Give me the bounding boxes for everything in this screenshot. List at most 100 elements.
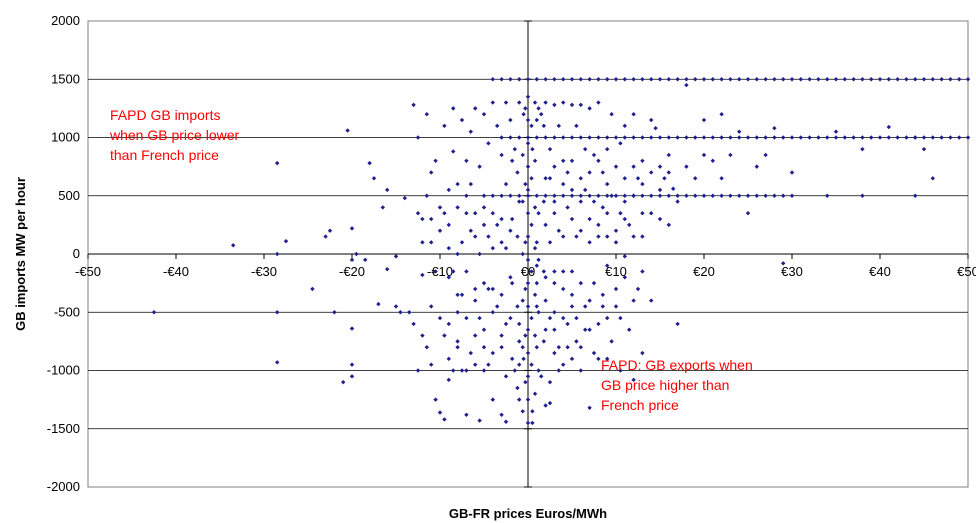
data-point [675,193,680,198]
data-point [596,234,601,239]
data-point [710,193,715,198]
annotation-exports: French price [601,397,679,413]
data-point [525,257,531,263]
data-point [455,345,460,350]
data-point [380,205,385,210]
data-point [547,315,553,321]
data-point [605,135,610,140]
data-point [525,117,531,123]
data-point [591,152,597,158]
data-point [547,146,553,152]
data-point [772,193,777,198]
data-point [869,135,874,140]
data-point [569,193,575,198]
data-point [737,135,742,140]
data-point [530,420,535,426]
data-point [415,135,421,140]
data-point [869,77,874,82]
data-point [772,125,777,131]
data-point [763,193,768,198]
data-point [561,269,566,274]
data-point [349,362,355,367]
data-point [600,292,605,297]
data-point [561,234,566,239]
data-point [530,146,535,152]
data-point [495,222,500,228]
data-point [640,181,645,187]
data-point [455,310,460,315]
data-point [631,135,636,140]
data-point [424,112,429,117]
data-point [534,240,539,245]
data-point [816,135,821,140]
data-point [640,211,645,216]
data-point [509,158,515,163]
data-point [693,193,698,198]
data-point [851,77,856,82]
data-point [609,193,614,198]
data-point [407,310,412,315]
data-point [532,158,538,163]
data-point [363,257,368,263]
data-point [789,193,795,198]
data-point [490,350,495,356]
data-point [618,368,623,373]
data-point [583,187,588,193]
data-point [781,193,786,198]
data-point [631,377,636,383]
data-point [569,158,575,163]
data-point [517,77,522,82]
data-point [587,298,592,303]
data-point [525,193,531,198]
data-point [587,216,592,222]
data-point [569,356,575,362]
data-point [860,146,865,152]
data-point [556,345,561,350]
data-point [275,360,280,365]
data-point [798,77,803,82]
data-point [499,193,504,198]
y-axis-title: GB imports MW per hour [13,177,28,331]
data-point [719,112,724,117]
data-point [957,135,962,140]
data-point [525,327,531,332]
data-point [446,222,451,228]
data-point [605,234,610,239]
data-point [231,243,236,248]
data-point [525,164,531,169]
data-point [596,158,601,163]
data-point [442,417,447,422]
data-point [552,77,557,82]
data-point [490,397,495,402]
data-point [627,222,632,228]
data-point [631,298,636,303]
data-point [605,263,610,268]
annotation-exports: FAPD: GB exports when [601,357,753,373]
data-point [587,405,592,410]
data-point [618,141,623,146]
data-point [385,187,390,193]
data-point [622,176,627,181]
data-point [833,77,839,82]
data-point [613,240,619,245]
data-point [446,275,451,280]
data-point [477,251,482,257]
data-point [640,234,645,239]
data-point [486,141,491,146]
data-point [523,333,528,338]
data-point [508,117,513,123]
data-point [600,170,605,175]
data-point [499,135,504,140]
data-point [429,216,434,222]
data-point [666,152,671,158]
data-point [515,304,520,309]
data-point [433,158,438,163]
data-point [913,77,918,82]
data-point [565,170,570,175]
data-point [525,94,531,99]
data-point [622,193,627,198]
data-point [495,304,500,309]
data-point [473,234,478,239]
data-point [455,292,460,297]
data-point [745,135,751,140]
